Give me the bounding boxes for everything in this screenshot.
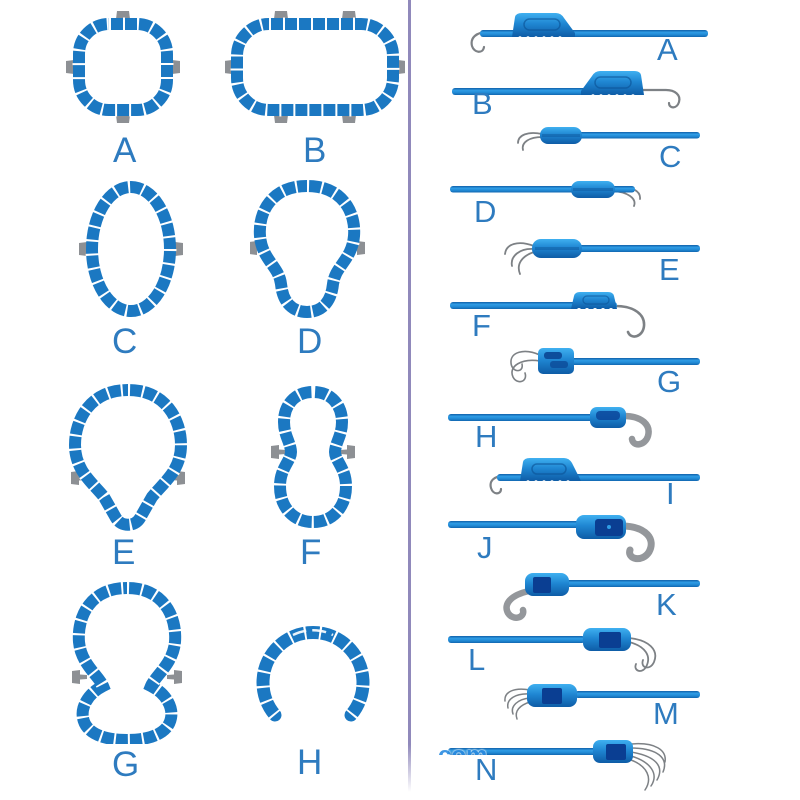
horseshoe-ring-icon <box>256 626 370 722</box>
instrument-label: J <box>477 530 493 565</box>
instrument-h-figure <box>448 407 652 448</box>
instrument-label: G <box>657 364 682 399</box>
shaft <box>543 132 700 139</box>
peanut-ring-icon <box>273 386 353 528</box>
instrument-label: L <box>468 642 486 677</box>
ring-label: B <box>303 131 327 170</box>
cylinder-hub <box>571 181 615 198</box>
ring-label: F <box>300 533 322 572</box>
double-prong-hook-icon <box>517 132 543 151</box>
shaft <box>448 748 598 755</box>
multi-tine-rake-icon <box>630 742 666 791</box>
ring-label: G <box>112 745 140 784</box>
instrument-j-figure <box>448 515 655 563</box>
rounded-hub <box>590 407 626 428</box>
oval-ring-icon <box>86 181 176 317</box>
clip-hub <box>581 71 644 99</box>
shaft <box>575 691 700 698</box>
instrument-e-figure <box>504 239 700 275</box>
shaft <box>560 358 700 365</box>
instrument-g-figure <box>510 348 700 383</box>
instrument-label: N <box>475 752 498 787</box>
ring-a-figure <box>66 11 180 123</box>
ring-notches <box>230 17 400 117</box>
shaft <box>448 521 580 528</box>
shaft <box>448 636 585 643</box>
snowman-ring-icon <box>72 582 182 744</box>
shaft <box>448 414 595 421</box>
instrument-k-figure <box>503 573 700 621</box>
teardrop-ring-icon <box>253 179 361 319</box>
blunt-thick-hook-icon <box>620 412 652 448</box>
instrument-label: M <box>653 696 679 731</box>
panel-divider <box>408 0 411 792</box>
ring-label: A <box>113 131 137 170</box>
instrument-a-figure <box>470 13 708 53</box>
blunt-thick-hook-icon <box>503 587 533 621</box>
instrument-label: E <box>659 252 680 287</box>
instrument-b-figure <box>452 71 681 109</box>
clip-hub <box>571 292 617 312</box>
large-single-hook-icon <box>613 304 646 338</box>
ring-e-figure <box>68 383 188 532</box>
instrument-label: I <box>666 476 675 511</box>
ring-label: H <box>297 743 323 782</box>
instrument-label: A <box>657 32 678 67</box>
triple-claw-hook-icon <box>504 242 535 275</box>
ring-label: D <box>297 322 323 361</box>
instrument-f-figure <box>450 292 646 338</box>
ring-label: C <box>112 322 138 361</box>
ring-h-figure <box>256 625 370 722</box>
rounded-rectangle-ring-icon <box>231 18 399 116</box>
ring-notches <box>256 625 370 720</box>
instrument-label: K <box>656 587 677 622</box>
multi-tine-rake-icon <box>504 688 531 720</box>
instrument-n-figure <box>448 740 666 791</box>
instrument-i-figure <box>489 458 700 495</box>
ring-c-figure <box>79 180 183 318</box>
instrument-d-figure <box>450 181 641 207</box>
ring-notches <box>85 180 177 318</box>
rounded-hub <box>527 684 577 707</box>
cylinder-hub <box>540 127 582 144</box>
instrument-label: D <box>474 194 497 229</box>
cylinder-hub <box>532 239 582 258</box>
wire-loop-hook-icon <box>510 350 541 383</box>
rounded-hub <box>593 740 633 763</box>
ring-label: E <box>112 533 136 572</box>
ring-b-figure <box>225 11 405 123</box>
ring-notches <box>273 386 353 528</box>
ring-highlight <box>292 628 334 637</box>
ring-notches <box>68 383 188 532</box>
instrument-l-figure <box>448 628 657 672</box>
instrument-label: H <box>475 419 498 454</box>
instrument-label: C <box>659 139 682 174</box>
shaft <box>565 580 700 587</box>
instrument-m-figure <box>504 684 700 720</box>
clip-hub <box>520 458 581 485</box>
rounded-square-ring-icon <box>73 18 173 116</box>
instrument-label: F <box>472 308 491 343</box>
rounded-hub <box>583 628 631 651</box>
rounded-hub <box>576 515 626 539</box>
square-hub <box>538 348 574 374</box>
rounded-hub <box>525 573 569 596</box>
clip-hub <box>512 13 575 41</box>
ring-g-figure <box>72 582 182 744</box>
watermark-fragment: com <box>438 742 487 755</box>
instrument-label: B <box>472 86 493 121</box>
instrument-c-figure <box>517 127 700 151</box>
ring-d-figure <box>250 179 365 319</box>
ring-notches <box>72 17 174 117</box>
balloon-ring-icon <box>68 383 188 531</box>
ring-f-figure <box>271 386 355 528</box>
single-wire-hook-icon <box>640 88 681 109</box>
blunt-thick-hook-icon <box>620 522 655 563</box>
double-wire-hook-icon <box>628 637 657 672</box>
